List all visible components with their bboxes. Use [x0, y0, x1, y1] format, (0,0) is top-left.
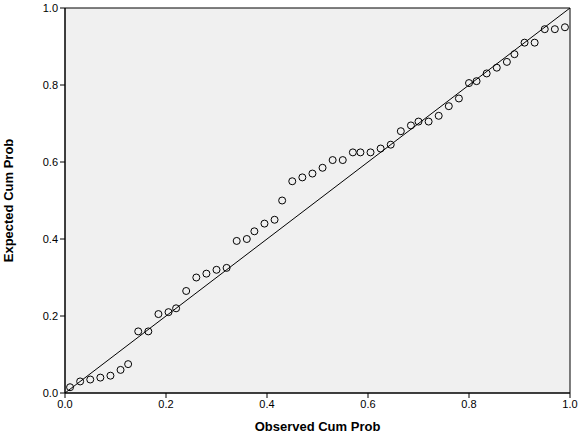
svg-text:0.8: 0.8 [43, 79, 58, 91]
svg-text:0.6: 0.6 [43, 156, 58, 168]
svg-text:0.2: 0.2 [43, 310, 58, 322]
svg-text:0.4: 0.4 [43, 233, 58, 245]
svg-text:1.0: 1.0 [562, 398, 577, 410]
svg-text:0.6: 0.6 [360, 398, 375, 410]
svg-text:0.2: 0.2 [158, 398, 173, 410]
svg-text:Observed Cum Prob: Observed Cum Prob [255, 419, 381, 434]
svg-text:0.8: 0.8 [461, 398, 476, 410]
svg-text:0.0: 0.0 [57, 398, 72, 410]
svg-text:1.0: 1.0 [43, 2, 58, 14]
svg-text:0.0: 0.0 [43, 387, 58, 399]
svg-text:0.4: 0.4 [259, 398, 274, 410]
svg-text:Expected Cum Prob: Expected Cum Prob [8, 139, 16, 263]
